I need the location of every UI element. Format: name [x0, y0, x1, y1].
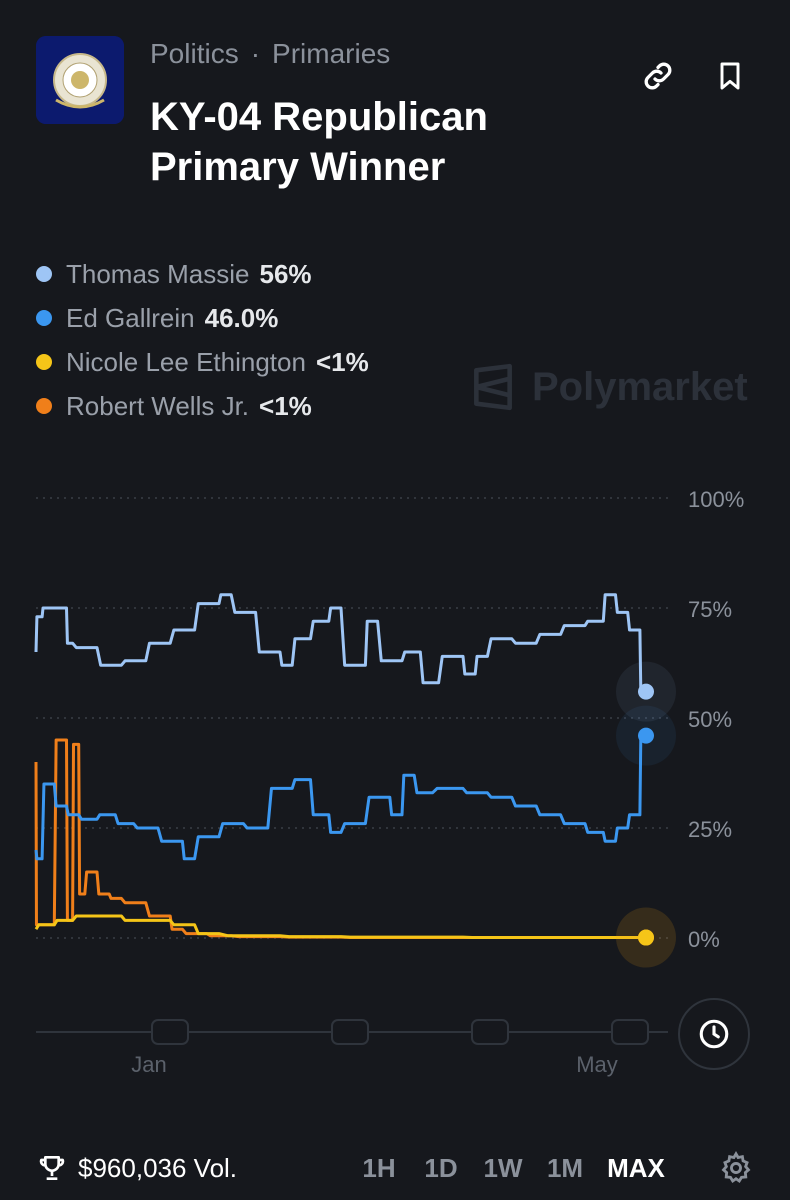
polymarket-logo-icon: [474, 363, 512, 411]
legend-value: 46.0%: [204, 302, 279, 333]
series-line-robert-wells-jr-: [34, 738, 646, 940]
time-range-selector: 1H 1D 1W 1M MAX: [348, 1148, 676, 1188]
y-tick-label: 0%: [688, 927, 720, 952]
range-max[interactable]: MAX: [607, 1153, 665, 1183]
endpoint-dot: [638, 929, 654, 946]
range-1w[interactable]: 1W: [483, 1153, 523, 1183]
range-1h[interactable]: 1H: [362, 1153, 396, 1183]
legend-item-massie: Thomas Massie 56%: [36, 252, 369, 296]
timeline-marker[interactable]: [331, 1019, 369, 1045]
breadcrumb: Politics · Primaries: [150, 38, 390, 70]
link-icon: [644, 62, 672, 90]
chart-legend: Thomas Massie 56% Ed Gallrein 46.0% Nico…: [36, 252, 369, 428]
legend-item-ethington: Nicole Lee Ethington <1%: [36, 340, 369, 384]
volume-text: $960,036 Vol.: [78, 1152, 238, 1183]
legend-name: Thomas Massie: [66, 258, 250, 289]
y-tick-label: 50%: [688, 707, 732, 732]
endpoint-dot: [638, 727, 654, 744]
page-title: KY-04 Republican Primary Winner: [150, 95, 488, 189]
series-line-nicole-lee-ethington: [34, 914, 646, 940]
legend-dot: [36, 398, 52, 414]
range-1d[interactable]: 1D: [424, 1153, 458, 1183]
market-logo: [36, 36, 124, 124]
timeline-marker[interactable]: [611, 1019, 649, 1045]
watermark-text: Polymarket: [532, 364, 748, 409]
legend-dot: [36, 266, 52, 282]
y-tick-label: 100%: [688, 487, 744, 512]
bookmark-button[interactable]: [710, 56, 750, 96]
legend-name: Ed Gallrein: [66, 302, 195, 333]
timeline-marker[interactable]: [471, 1019, 509, 1045]
endpoint-dot: [638, 683, 654, 700]
breadcrumb-primaries[interactable]: Primaries: [272, 38, 391, 69]
legend-name: Nicole Lee Ethington: [66, 346, 306, 377]
legend-value: <1%: [259, 390, 312, 421]
breadcrumb-politics[interactable]: Politics: [150, 38, 239, 69]
footer-bar: $960,036 Vol. 1H 1D 1W 1M MAX: [36, 1148, 756, 1188]
x-tick-label: May: [576, 1052, 618, 1077]
legend-dot: [36, 354, 52, 370]
legend-item-wells: Robert Wells Jr. <1%: [36, 384, 369, 428]
settings-button[interactable]: [716, 1148, 756, 1188]
legend-dot: [36, 310, 52, 326]
clock-icon: [699, 1019, 729, 1049]
trophy-icon: [39, 1156, 65, 1180]
breadcrumb-separator: ·: [250, 38, 261, 69]
timeline-marker[interactable]: [151, 1019, 189, 1045]
series-line-ed-gallrein: [34, 734, 646, 861]
bookmark-icon: [720, 62, 740, 90]
y-tick-label: 75%: [688, 597, 732, 622]
legend-item-gallrein: Ed Gallrein 46.0%: [36, 296, 369, 340]
x-tick-label: Jan: [131, 1052, 166, 1077]
volume: $960,036 Vol.: [36, 1152, 237, 1184]
y-tick-label: 25%: [688, 817, 732, 842]
legend-value: 56%: [259, 258, 312, 289]
legend-name: Robert Wells Jr.: [66, 390, 250, 421]
polymarket-watermark: Polymarket: [468, 362, 748, 412]
history-button[interactable]: [678, 998, 750, 1070]
gear-icon: [721, 1151, 751, 1184]
range-1m[interactable]: 1M: [546, 1153, 584, 1183]
legend-value: <1%: [315, 346, 369, 377]
series-line-thomas-massie: [34, 593, 646, 694]
price-chart[interactable]: 100% 75% 50% 25% 0% Jan May: [0, 470, 790, 1090]
link-button[interactable]: [638, 56, 678, 96]
